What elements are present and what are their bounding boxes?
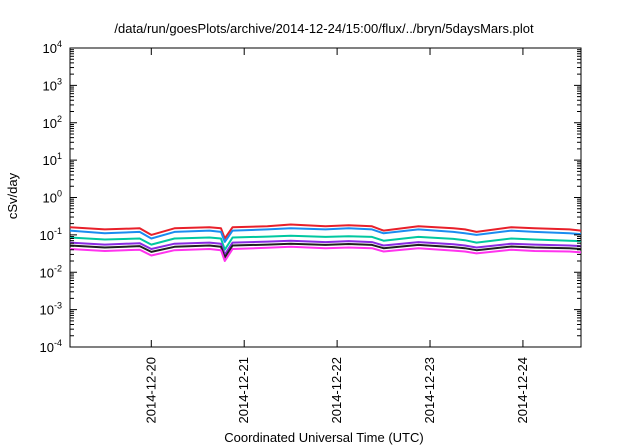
chart-title: /data/run/goesPlots/archive/2014-12-24/1…: [114, 21, 534, 36]
series-line-1: [69, 227, 582, 243]
x-tick-label: 2014-12-23: [422, 357, 437, 424]
x-tick-label: 2014-12-24: [515, 357, 530, 424]
y-tick-label: 10-2: [40, 263, 62, 280]
series-line-3: [69, 239, 582, 256]
x-tick-label: 2014-12-22: [329, 357, 344, 424]
plot-area: [69, 47, 582, 348]
y-axis-label: cSv/day: [5, 172, 20, 219]
series-line-0: [69, 223, 582, 240]
x-tick-label: 2014-12-21: [236, 357, 251, 424]
y-tick-label: 100: [43, 189, 62, 206]
y-tick-label: 10-3: [40, 301, 62, 318]
y-tick-label: 10-4: [40, 338, 62, 355]
y-tick-label: 10-1: [40, 226, 62, 243]
series-line-5: [69, 245, 582, 262]
y-tick-label: 103: [43, 76, 62, 93]
y-tick-label: 102: [43, 114, 62, 131]
y-tick-label: 104: [43, 39, 62, 56]
series-line-4: [69, 242, 582, 259]
x-axis-label: Coordinated Universal Time (UTC): [224, 430, 423, 445]
y-tick-label: 101: [43, 151, 62, 168]
x-tick-label: 2014-12-20: [143, 357, 158, 424]
series-line-2: [69, 234, 582, 251]
